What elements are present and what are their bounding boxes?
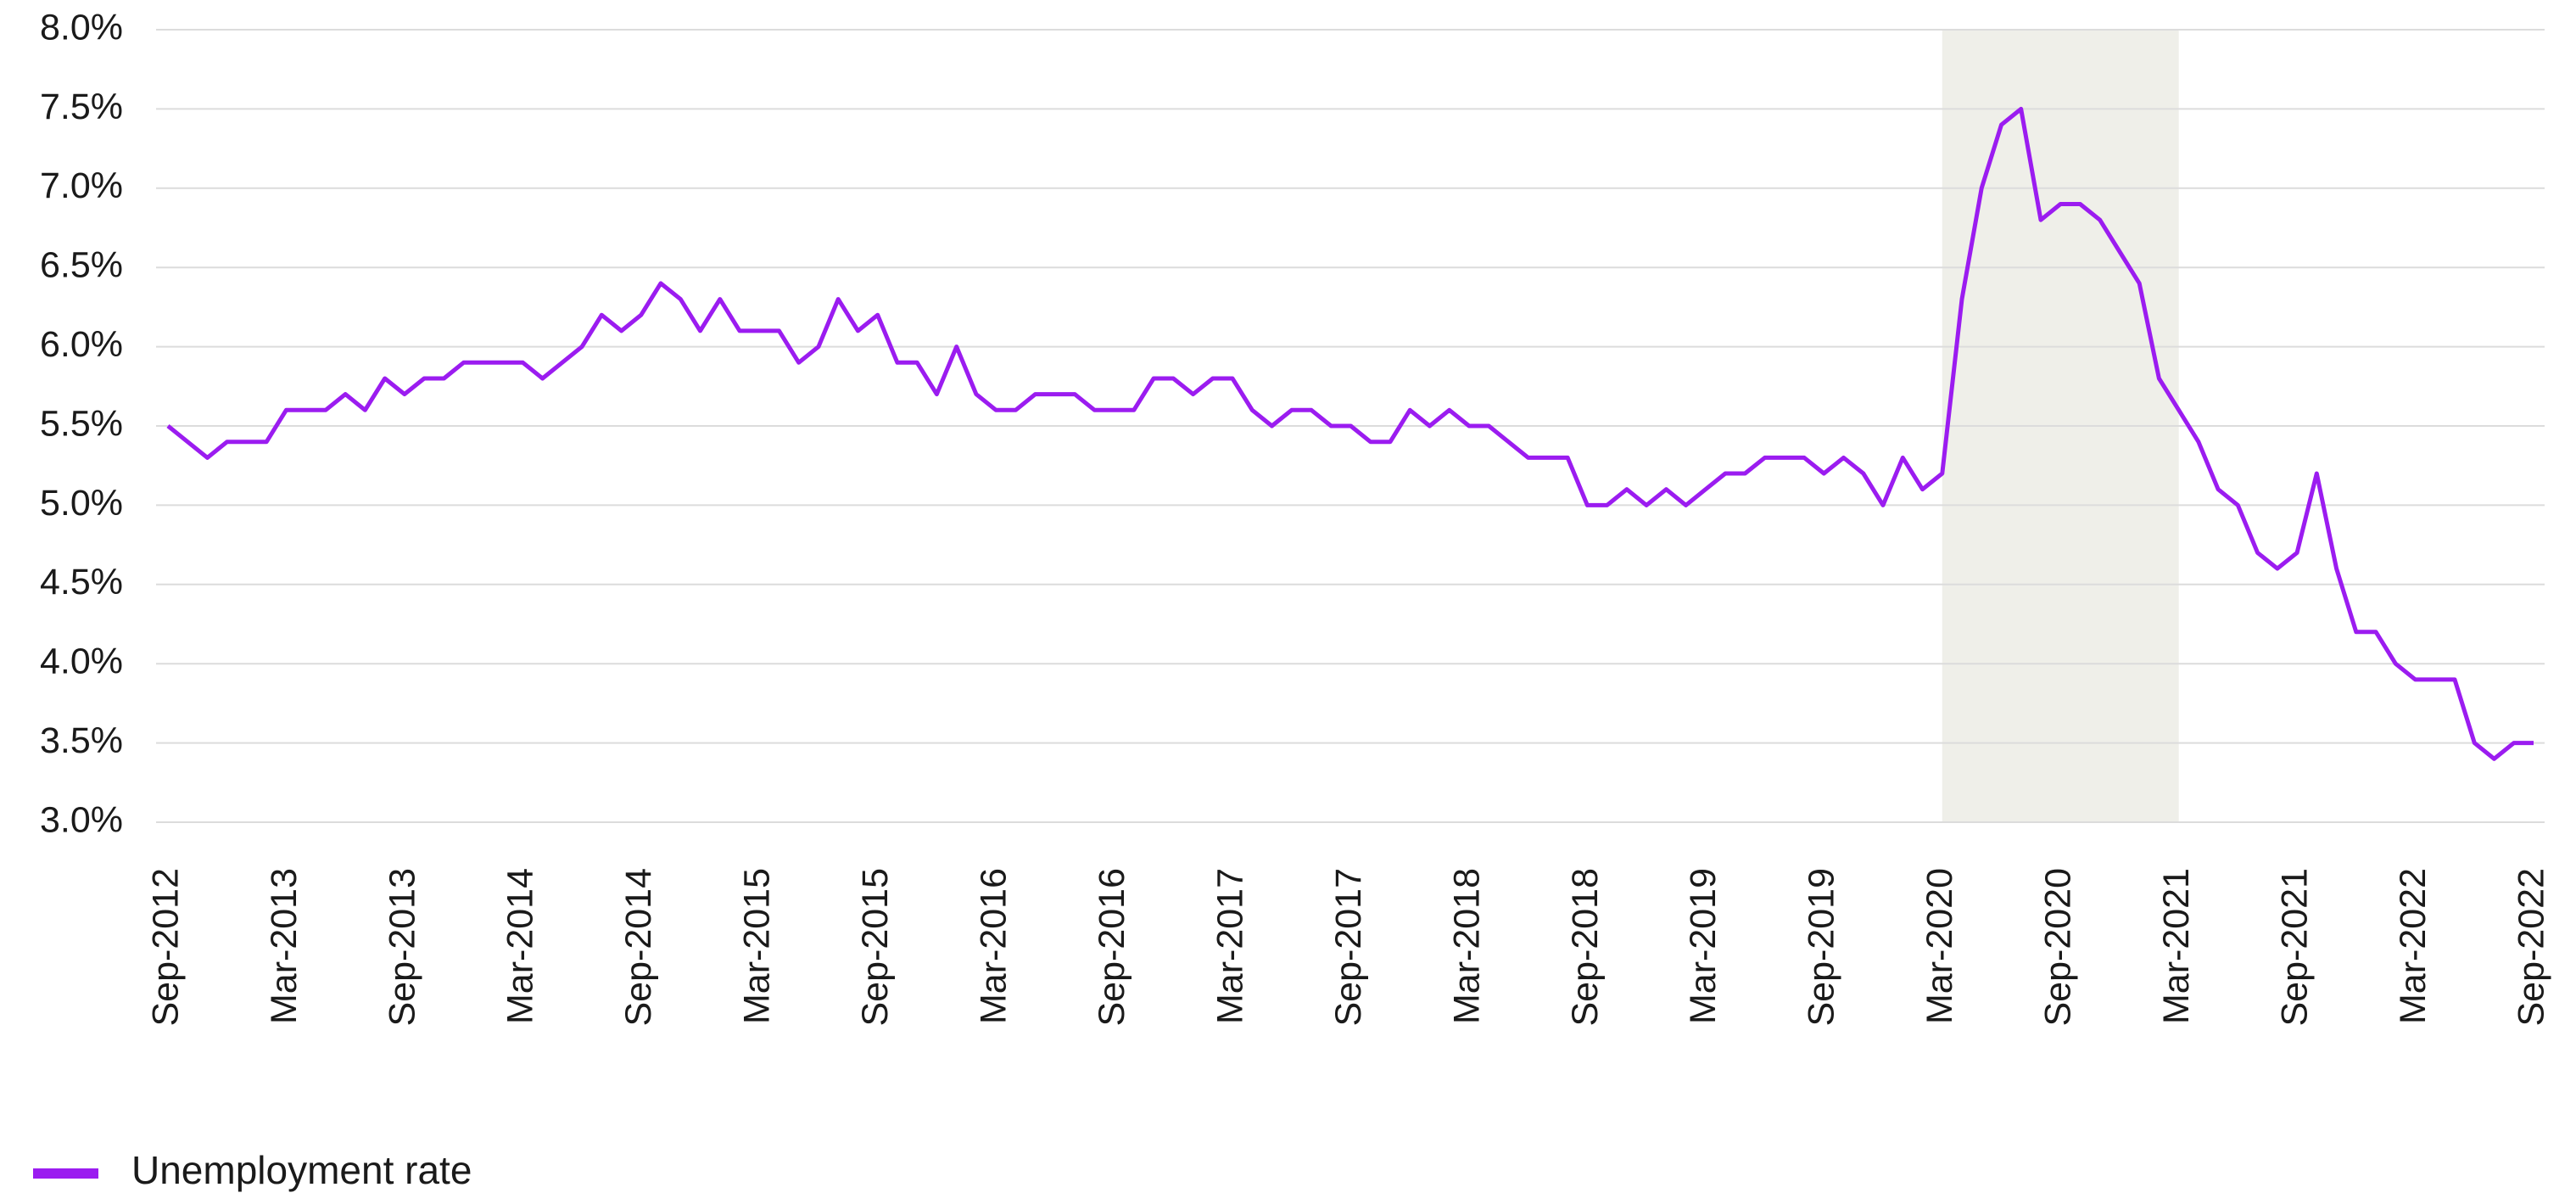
x-tick-label: Mar-2017 — [1210, 868, 1250, 1024]
x-tick-label: Mar-2020 — [1919, 868, 1960, 1024]
x-tick-label: Mar-2018 — [1446, 868, 1487, 1024]
x-tick-label: Mar-2016 — [974, 868, 1014, 1024]
y-tick-label: 5.0% — [40, 483, 123, 524]
y-tick-label: 8.0% — [40, 7, 123, 48]
data-line — [166, 106, 2534, 761]
x-tick-label: Mar-2014 — [500, 868, 541, 1024]
x-tick-label: Sep-2014 — [618, 868, 659, 1027]
x-tick-label: Sep-2021 — [2274, 868, 2315, 1027]
y-tick-label: 5.5% — [40, 403, 123, 444]
x-tick-label: Sep-2013 — [382, 868, 422, 1027]
x-tick-label: Mar-2013 — [264, 868, 305, 1024]
x-tick-label: Sep-2020 — [2038, 868, 2079, 1027]
x-tick-label: Mar-2022 — [2393, 868, 2434, 1024]
x-tick-label: Sep-2019 — [1802, 868, 1842, 1027]
legend-label: Unemployment rate — [131, 1148, 472, 1192]
y-tick-label: 4.0% — [40, 641, 123, 682]
y-tick-label: 6.0% — [40, 324, 123, 365]
y-tick-label: 6.5% — [40, 245, 123, 286]
x-tick-label: Mar-2021 — [2156, 868, 2197, 1024]
y-tick-label: 3.0% — [40, 799, 123, 840]
x-tick-label: Mar-2019 — [1683, 868, 1724, 1024]
y-tick-label: 3.5% — [40, 720, 123, 761]
x-tick-label: Sep-2012 — [145, 868, 186, 1027]
y-tick-label: 7.0% — [40, 165, 123, 206]
y-tick-label: 4.5% — [40, 562, 123, 602]
x-tick-label: Sep-2017 — [1328, 868, 1369, 1027]
x-tick-label: Sep-2018 — [1565, 868, 1606, 1027]
x-tick-label: Sep-2015 — [855, 868, 896, 1027]
y-tick-label: 7.5% — [40, 87, 123, 127]
x-tick-label: Mar-2015 — [737, 868, 778, 1024]
x-tick-label: Sep-2016 — [1092, 868, 1132, 1027]
x-tick-label: Sep-2022 — [2511, 868, 2551, 1027]
